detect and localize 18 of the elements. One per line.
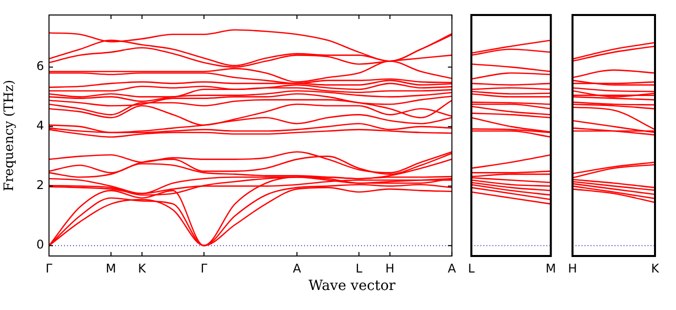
x-tick-label: Γ xyxy=(46,261,53,276)
x-tick-label: M xyxy=(546,261,556,276)
x-tick-label: L xyxy=(356,261,363,276)
x-tick-label: H xyxy=(385,261,394,276)
y-axis-title: Frequency (THz) xyxy=(2,80,18,192)
x-tick-label: K xyxy=(651,261,660,276)
x-tick-label: A xyxy=(448,261,457,276)
y-tick-label: 6 xyxy=(36,59,44,74)
x-tick-label: K xyxy=(138,261,148,276)
x-tick-label: A xyxy=(292,261,302,276)
x-tick-label: M xyxy=(106,261,116,276)
x-tick-label: H xyxy=(568,261,578,276)
x-tick-label: L xyxy=(468,261,475,276)
x-axis-title: Wave vector xyxy=(308,278,396,294)
y-tick-label: 4 xyxy=(36,118,44,133)
y-tick-label: 2 xyxy=(36,178,44,192)
y-tick-label: 0 xyxy=(36,238,44,252)
x-tick-label: Γ xyxy=(200,261,208,276)
